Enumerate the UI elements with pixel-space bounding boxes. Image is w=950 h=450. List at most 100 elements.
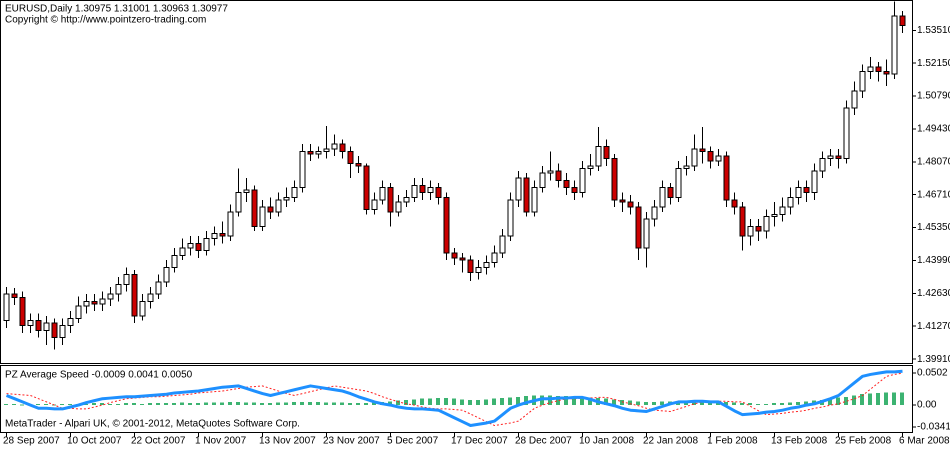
candle-body bbox=[555, 170, 562, 181]
candle-body bbox=[187, 242, 194, 249]
candle-body bbox=[19, 297, 26, 327]
histogram-bar bbox=[884, 392, 888, 406]
candle-body bbox=[123, 274, 130, 285]
histogram-bar bbox=[428, 398, 432, 406]
histogram-bar bbox=[580, 396, 584, 406]
histogram-bar bbox=[244, 402, 248, 406]
histogram-bar bbox=[556, 396, 560, 406]
histogram-bar bbox=[340, 402, 344, 406]
histogram-bar bbox=[452, 398, 456, 406]
histogram-bar bbox=[748, 403, 752, 406]
candle-body bbox=[323, 148, 330, 152]
candle-body bbox=[747, 225, 754, 237]
candle-body bbox=[491, 252, 498, 264]
candle-body bbox=[499, 235, 506, 254]
candle-body bbox=[155, 281, 162, 295]
y-tick-label: 1.50790 bbox=[917, 91, 950, 102]
candle-body bbox=[683, 165, 690, 169]
x-tick-label: 10 Oct 2007 bbox=[67, 436, 122, 447]
candle-body bbox=[595, 146, 602, 167]
candle-body bbox=[35, 320, 42, 331]
candle-body bbox=[571, 187, 578, 194]
histogram-bar bbox=[420, 398, 424, 406]
candle-body bbox=[451, 252, 458, 259]
histogram-bar bbox=[508, 397, 512, 406]
histogram-bar bbox=[60, 403, 64, 406]
x-tick-label: 25 Feb 2008 bbox=[835, 436, 892, 447]
candle-body bbox=[875, 66, 882, 73]
candle-body bbox=[891, 15, 898, 75]
candle-body bbox=[579, 167, 586, 194]
candle-body bbox=[475, 266, 482, 273]
histogram-bar bbox=[36, 403, 40, 406]
y-tick-label: 1.45350 bbox=[917, 222, 950, 233]
histogram-bar bbox=[612, 399, 616, 406]
candle-body bbox=[643, 218, 650, 249]
histogram-bar bbox=[836, 397, 840, 406]
histogram-bar bbox=[644, 401, 648, 406]
y-tick-label: 0.00 bbox=[917, 400, 937, 411]
histogram-bar bbox=[804, 401, 808, 406]
histogram-bar bbox=[116, 403, 120, 406]
signal-line bbox=[6, 372, 903, 427]
candle-body bbox=[147, 293, 154, 302]
histogram-bar bbox=[844, 396, 848, 406]
candle-body bbox=[131, 274, 138, 317]
y-tick-label: 1.53510 bbox=[917, 25, 950, 36]
candle-body bbox=[291, 187, 298, 198]
histogram-bar bbox=[204, 402, 208, 406]
histogram-bar bbox=[212, 402, 216, 406]
candle-body bbox=[347, 150, 354, 165]
candle-body bbox=[867, 66, 874, 73]
candle-body bbox=[283, 196, 290, 201]
candle-body bbox=[395, 201, 402, 213]
histogram-bar bbox=[412, 399, 416, 406]
candle-body bbox=[379, 187, 386, 201]
candle-body bbox=[3, 293, 10, 322]
candle-body bbox=[243, 189, 250, 194]
candle-body bbox=[427, 187, 434, 194]
histogram-bar bbox=[172, 403, 176, 406]
candle-body bbox=[315, 150, 322, 155]
histogram-bar bbox=[796, 401, 800, 406]
histogram-bar bbox=[692, 400, 696, 406]
candle-body bbox=[83, 300, 90, 307]
histogram-bar bbox=[348, 403, 352, 406]
candle-body bbox=[459, 257, 466, 261]
histogram-bar bbox=[44, 403, 48, 406]
candle-body bbox=[539, 172, 546, 189]
histogram-bar bbox=[564, 396, 568, 406]
candle-body bbox=[819, 158, 826, 172]
x-tick-label: 22 Jan 2008 bbox=[643, 436, 698, 447]
indicator-title: PZ Average Speed -0.0009 0.0041 0.0050 bbox=[5, 370, 193, 381]
indicator-panel-frame bbox=[0, 365, 913, 433]
histogram-bar bbox=[228, 401, 232, 406]
histogram-bar bbox=[268, 403, 272, 406]
histogram-bar bbox=[484, 399, 488, 406]
x-tick-label: 22 Oct 2007 bbox=[131, 436, 186, 447]
candle-body bbox=[195, 242, 202, 252]
candle-body bbox=[771, 213, 778, 218]
candle-body bbox=[587, 165, 594, 169]
candle-body bbox=[403, 196, 410, 203]
candle-body bbox=[99, 298, 106, 305]
y-tick-label: 1.48070 bbox=[917, 156, 950, 167]
histogram-bar bbox=[900, 392, 904, 406]
candle-body bbox=[715, 155, 722, 162]
x-tick-label: 13 Feb 2008 bbox=[771, 436, 828, 447]
histogram-bar bbox=[260, 403, 264, 406]
candle-body bbox=[371, 199, 378, 210]
candle-body bbox=[363, 165, 370, 210]
y-tick-label: 1.41270 bbox=[917, 321, 950, 332]
candle-body bbox=[467, 259, 474, 273]
histogram-bar bbox=[740, 403, 744, 406]
candle-body bbox=[67, 317, 74, 327]
x-tick-label: 1 Feb 2008 bbox=[707, 436, 758, 447]
histogram-bar bbox=[876, 392, 880, 406]
candle-body bbox=[163, 266, 170, 283]
histogram-bar bbox=[860, 394, 864, 406]
y-tick-label: 1.39910 bbox=[917, 354, 950, 365]
y-tick-label: 1.43990 bbox=[917, 255, 950, 266]
histogram-bar bbox=[308, 401, 312, 406]
candle-body bbox=[635, 206, 642, 249]
